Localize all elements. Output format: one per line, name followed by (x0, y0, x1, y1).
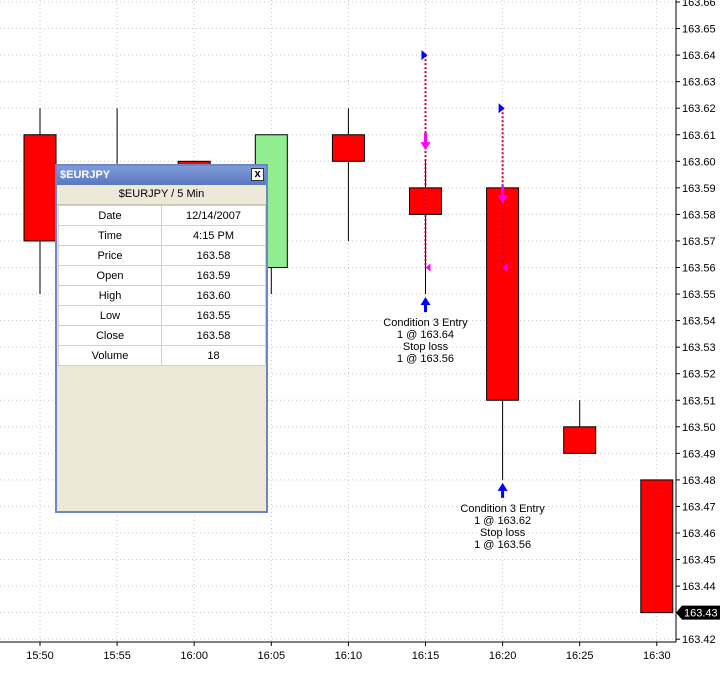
table-row: Price 163.58 (58, 245, 266, 266)
x-axis: 15:50 15:55 16:00 16:05 16:10 16:15 16:20 16:25… (0, 641, 676, 662)
row-label: Volume (58, 345, 162, 366)
annotation-text: Stop loss (403, 341, 449, 353)
row-label: Date (58, 205, 162, 226)
y-tick-label: 163.44 (682, 581, 716, 593)
y-tick-label: 163.61 (682, 130, 716, 142)
stop-marker (502, 263, 508, 272)
x-tick-label: 16:20 (489, 650, 517, 662)
table-row: Date 12/14/2007 (58, 205, 266, 226)
y-tick-label: 163.46 (682, 528, 716, 540)
data-window-subtitle: $EURJPY / 5 Min (57, 185, 266, 205)
entry-marker (498, 103, 505, 114)
row-value: 163.59 (161, 265, 266, 286)
table-row: Low 163.55 (58, 305, 266, 326)
x-tick-label: 15:55 (103, 650, 131, 662)
row-value: 12/14/2007 (161, 205, 266, 226)
row-value: 163.60 (161, 285, 266, 306)
y-tick-label: 163.48 (682, 475, 716, 487)
x-tick-label: 16:05 (258, 650, 286, 662)
y-tick-label: 163.53 (682, 342, 716, 354)
x-tick-label: 16:00 (180, 650, 208, 662)
entry-marker (421, 50, 428, 61)
y-tick-label: 163.62 (682, 103, 716, 115)
stop-marker (425, 263, 431, 272)
candle-body (563, 426, 597, 454)
annotation-text: 1 @ 163.62 (474, 515, 531, 527)
row-value: 163.58 (161, 325, 266, 346)
y-tick-label: 163.47 (682, 501, 716, 513)
candle-body (23, 134, 57, 242)
y-axis: 163.66 163.65 163.64 163.63 163.62 163.61 163.… (675, 0, 720, 646)
table-row: High 163.60 (58, 285, 266, 306)
entry-arrow-icon (497, 482, 508, 491)
row-label: Price (58, 245, 162, 266)
data-window-title: $EURJPY (60, 169, 111, 181)
y-tick-label: 163.55 (682, 289, 716, 301)
y-tick-label: 163.64 (682, 50, 716, 62)
table-row: Close 163.58 (58, 325, 266, 346)
annotation-text: Condition 3 Entry (383, 317, 468, 329)
stop-arrow-icon (497, 195, 508, 204)
row-label: High (58, 285, 162, 306)
annotation-text: Condition 3 Entry (460, 503, 545, 515)
x-tick-label: 16:15 (412, 650, 440, 662)
last-price-label: 163.43 (684, 608, 718, 620)
data-window[interactable]: $EURJPY x $EURJPY / 5 Min Date 12/14/2007… (55, 164, 268, 513)
row-label: Time (58, 225, 162, 246)
y-tick-label: 163.50 (682, 422, 716, 434)
x-tick-label: 15:50 (26, 650, 54, 662)
close-icon[interactable]: x (251, 168, 264, 181)
y-tick-label: 163.66 (682, 0, 716, 9)
y-tick-label: 163.42 (682, 634, 716, 646)
row-value: 163.55 (161, 305, 266, 326)
x-tick-label: 16:10 (335, 650, 363, 662)
y-tick-label: 163.54 (682, 316, 716, 328)
row-value: 4:15 PM (161, 225, 266, 246)
candle-body (331, 134, 365, 162)
annotation-text: 1 @ 163.56 (474, 539, 531, 551)
y-tick-label: 163.59 (682, 183, 716, 195)
data-window-titlebar[interactable]: $EURJPY x (57, 166, 266, 185)
annotation-text: 1 @ 163.64 (397, 329, 454, 341)
annotation-text: Stop loss (480, 527, 526, 539)
y-tick-label: 163.65 (682, 24, 716, 36)
y-tick-label: 163.45 (682, 555, 716, 567)
table-row: Time 4:15 PM (58, 225, 266, 246)
stop-arrow-icon (420, 142, 431, 151)
row-value: 18 (161, 345, 266, 366)
candle-body (486, 187, 520, 401)
row-label: Low (58, 305, 162, 326)
data-window-table: Date 12/14/2007 Time 4:15 PM Price 163.58 Open… (58, 205, 266, 366)
y-tick-label: 163.63 (682, 77, 716, 89)
table-row: Volume 18 (58, 345, 266, 366)
x-tick-label: 16:25 (566, 650, 594, 662)
table-row: Open 163.59 (58, 265, 266, 286)
last-price-marker (676, 605, 720, 620)
y-tick-label: 163.57 (682, 236, 716, 248)
y-tick-label: 163.60 (682, 156, 716, 168)
row-label: Open (58, 265, 162, 286)
y-tick-label: 163.56 (682, 263, 716, 275)
annotation-text: 1 @ 163.56 (397, 353, 454, 365)
y-tick-label: 163.52 (682, 369, 716, 381)
row-value: 163.58 (161, 245, 266, 266)
y-tick-label: 163.58 (682, 209, 716, 221)
x-tick-label: 16:30 (643, 650, 671, 662)
y-tick-label: 163.49 (682, 448, 716, 460)
y-tick-label: 163.51 (682, 395, 716, 407)
entry-arrow-icon (420, 297, 431, 306)
row-label: Close (58, 325, 162, 346)
candle-body (640, 479, 674, 614)
